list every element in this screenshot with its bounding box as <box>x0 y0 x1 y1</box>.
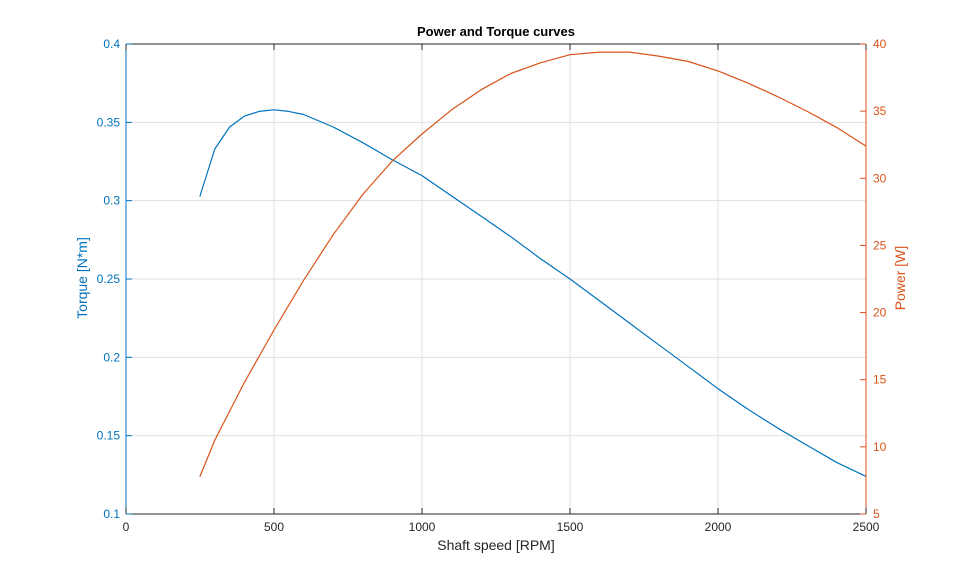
y-left-tick-label: 0.15 <box>97 429 121 443</box>
grid-layer <box>126 44 866 514</box>
torque-series-line <box>199 109 867 477</box>
y-axis-right-label: Power [W] <box>892 246 908 311</box>
x-tick-label: 2000 <box>705 520 732 534</box>
y-left-tick-label: 0.25 <box>97 272 121 286</box>
x-axis-label: Shaft speed [RPM] <box>437 537 555 553</box>
y-axis-left-label: Torque [N*m] <box>74 237 90 319</box>
series-layer <box>199 51 867 477</box>
x-tick-label: 0 <box>123 520 130 534</box>
y-right-tick-label: 40 <box>873 37 887 51</box>
ticks-layer: 0 500 1000 1500 2000 2500 0.1 0.15 0.2 0.25 0.3 0.3… <box>97 37 887 534</box>
y-right-tick-label: 15 <box>873 373 887 387</box>
y-right-tick-label: 25 <box>873 238 887 252</box>
y-right-tick-label: 35 <box>873 104 887 118</box>
y-right-tick-label: 5 <box>873 507 880 521</box>
chart-title: Power and Torque curves <box>417 24 575 39</box>
y-left-tick-label: 0.35 <box>97 115 121 129</box>
y-right-tick-label: 30 <box>873 171 887 185</box>
power-series-line <box>199 51 867 477</box>
y-left-tick-label: 0.3 <box>103 194 120 208</box>
y-left-tick-label: 0.1 <box>103 507 120 521</box>
x-tick-label: 1000 <box>409 520 436 534</box>
y-right-tick-label: 20 <box>873 306 887 320</box>
y-left-tick-label: 0.4 <box>103 37 120 51</box>
x-tick-label: 2500 <box>853 520 880 534</box>
y-right-tick-label: 10 <box>873 440 887 454</box>
x-tick-label: 500 <box>264 520 284 534</box>
x-tick-label: 1500 <box>557 520 584 534</box>
y-left-tick-label: 0.2 <box>103 350 120 364</box>
